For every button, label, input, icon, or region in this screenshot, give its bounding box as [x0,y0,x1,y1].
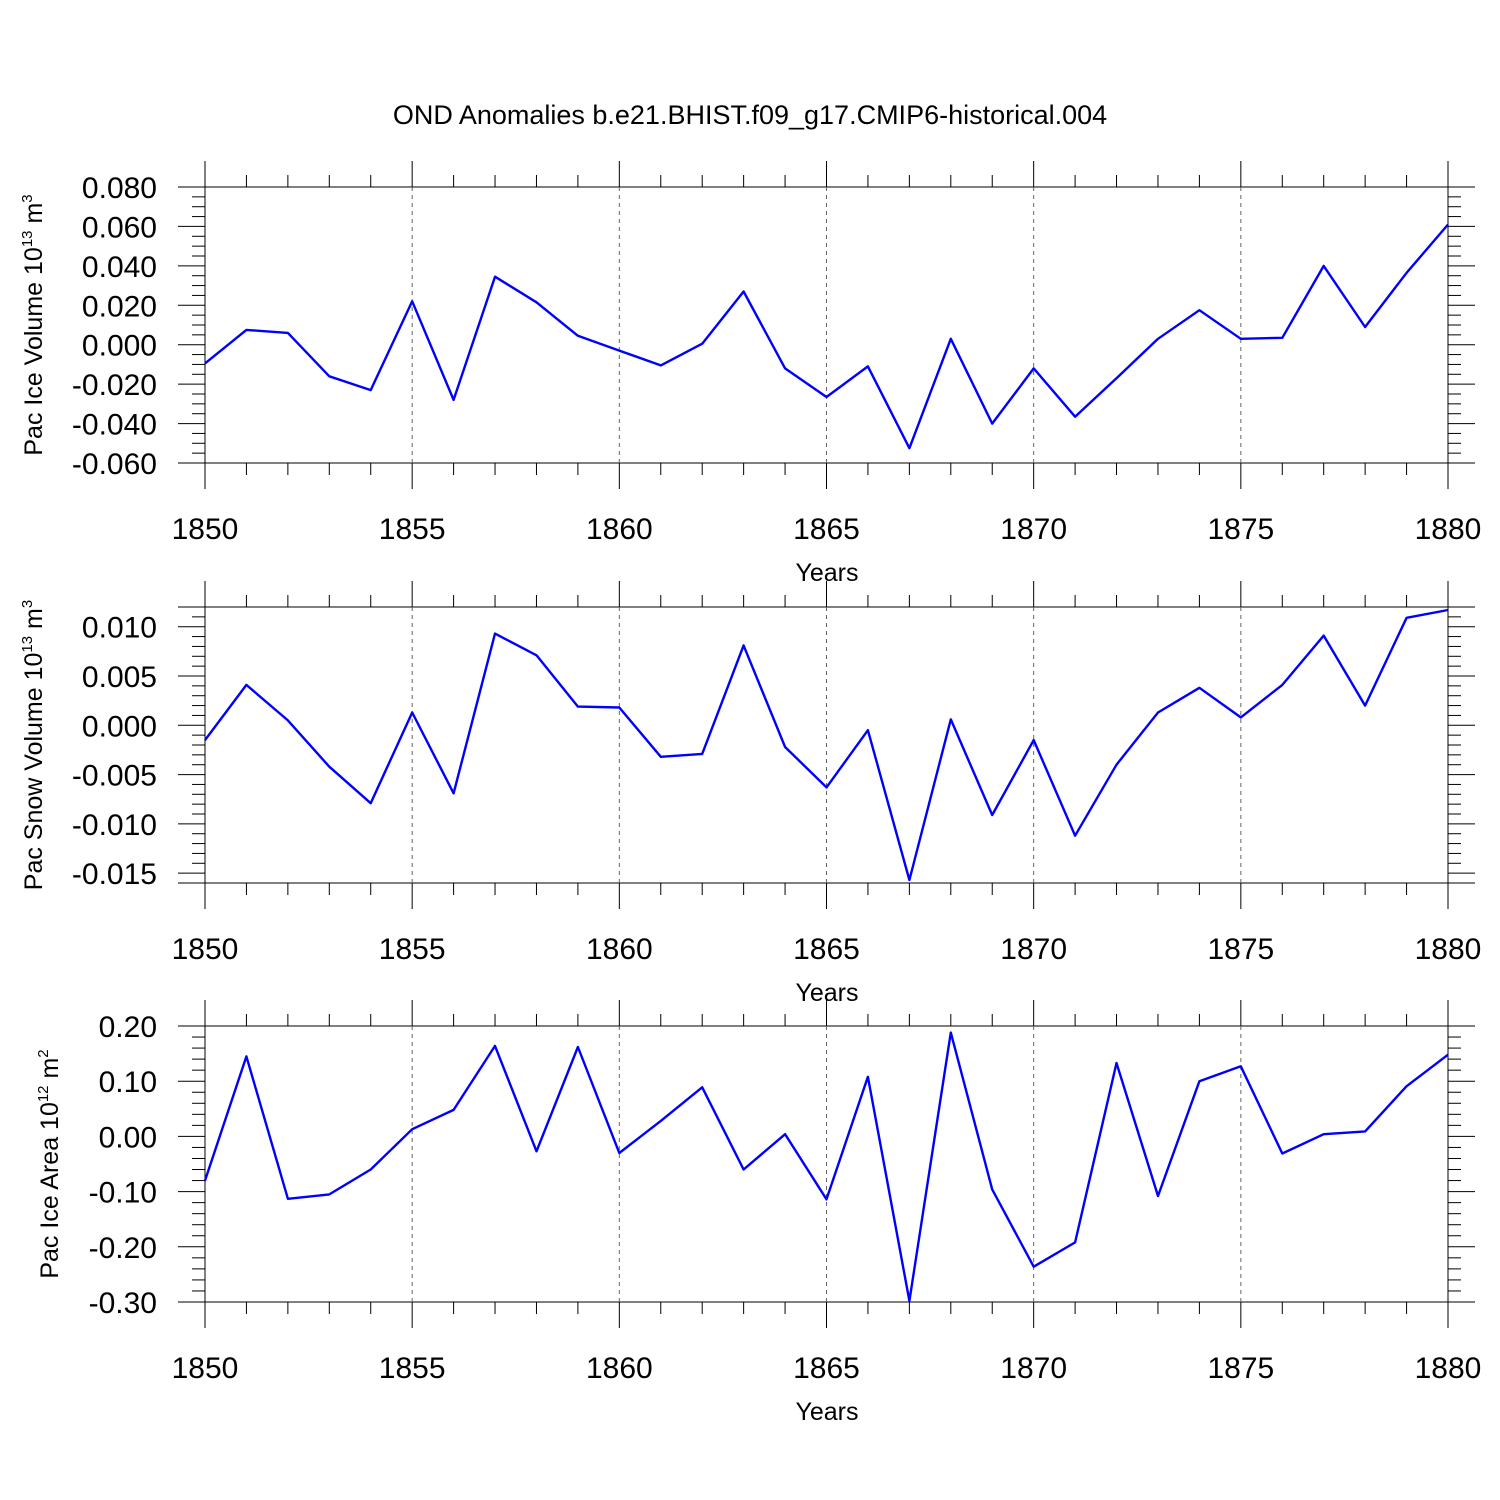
y-tick-label: -0.020 [72,369,157,402]
y-tick-label: 0.00 [99,1121,157,1154]
y-axis-title: Pac Ice Volume 1013 m3 [19,194,48,455]
x-tick-label: 1880 [1415,513,1482,546]
y-tick-label: -0.20 [89,1232,157,1265]
x-tick-label: 1880 [1415,1352,1482,1385]
x-tick-label: 1870 [1000,1352,1067,1385]
main-title: OND Anomalies b.e21.BHIST.f09_g17.CMIP6-… [393,100,1107,130]
chart-panel-2: 1850 1855 1860 1865 1870 1875 1880Years-0.015-… [19,581,1481,1007]
x-tick-label: 1875 [1207,513,1274,546]
y-tick-label: 0.000 [82,330,157,363]
y-tick-label: -0.010 [72,809,157,842]
y-axis-title: Pac Snow Volume 1013 m3 [19,600,48,890]
chart-panel-1: 1850 1855 1860 1865 1870 1875 1880Years-0.060-… [19,161,1481,587]
x-tick-label: 1875 [1207,1352,1274,1385]
panels: 1850 1855 1860 1865 1870 1875 1880 Years -0.060 -… [19,161,1481,1426]
x-tick-label: 1870 [1000,513,1067,546]
x-tick-label: 1865 [793,933,860,966]
y-tick-label: 0.000 [82,710,157,743]
y-tick-label: 0.005 [82,661,157,694]
y-tick-label: 0.060 [82,211,157,244]
x-tick-label: 1865 [793,1352,860,1385]
y-tick-label: 0.20 [99,1011,157,1044]
x-tick-label: 1860 [586,1352,653,1385]
x-tick-label: 1875 [1207,933,1274,966]
x-tick-label: 1850 [172,1352,239,1385]
y-tick-label: 0.10 [99,1066,157,1099]
x-tick-label: 1855 [379,933,446,966]
x-tick-label: 1870 [1000,933,1067,966]
y-tick-label: -0.30 [89,1287,157,1320]
y-tick-label: 0.010 [82,612,157,645]
series-line [204,608,1449,882]
x-tick-label: 1850 [172,513,239,546]
y-tick-label: -0.015 [72,858,157,891]
x-tick-label: 1860 [586,933,653,966]
y-tick-label: -0.005 [72,760,157,793]
x-tick-label: 1865 [793,513,860,546]
chart-panel-3: 1850 1855 1860 1865 1870 1875 1880 Years -0.30 -0… [35,1000,1481,1426]
y-tick-label: 0.040 [82,251,157,284]
x-tick-label: 1860 [586,513,653,546]
y-tick-label: -0.040 [72,409,157,442]
y-tick-label: 0.020 [82,290,157,323]
series-line [204,223,1449,450]
y-tick-label: -0.10 [89,1177,157,1210]
series-line [203,1031,1449,1303]
x-tick-label: 1855 [379,513,446,546]
x-tick-label: 1850 [172,933,239,966]
y-tick-label: -0.060 [72,448,157,481]
x-tick-label: 1855 [379,1352,446,1385]
y-axis-title: Pac Ice Area 1012 m2 [35,1049,64,1278]
x-axis-title: Years [795,1398,858,1426]
x-tick-label: 1880 [1415,933,1482,966]
y-tick-label: 0.080 [82,172,157,205]
